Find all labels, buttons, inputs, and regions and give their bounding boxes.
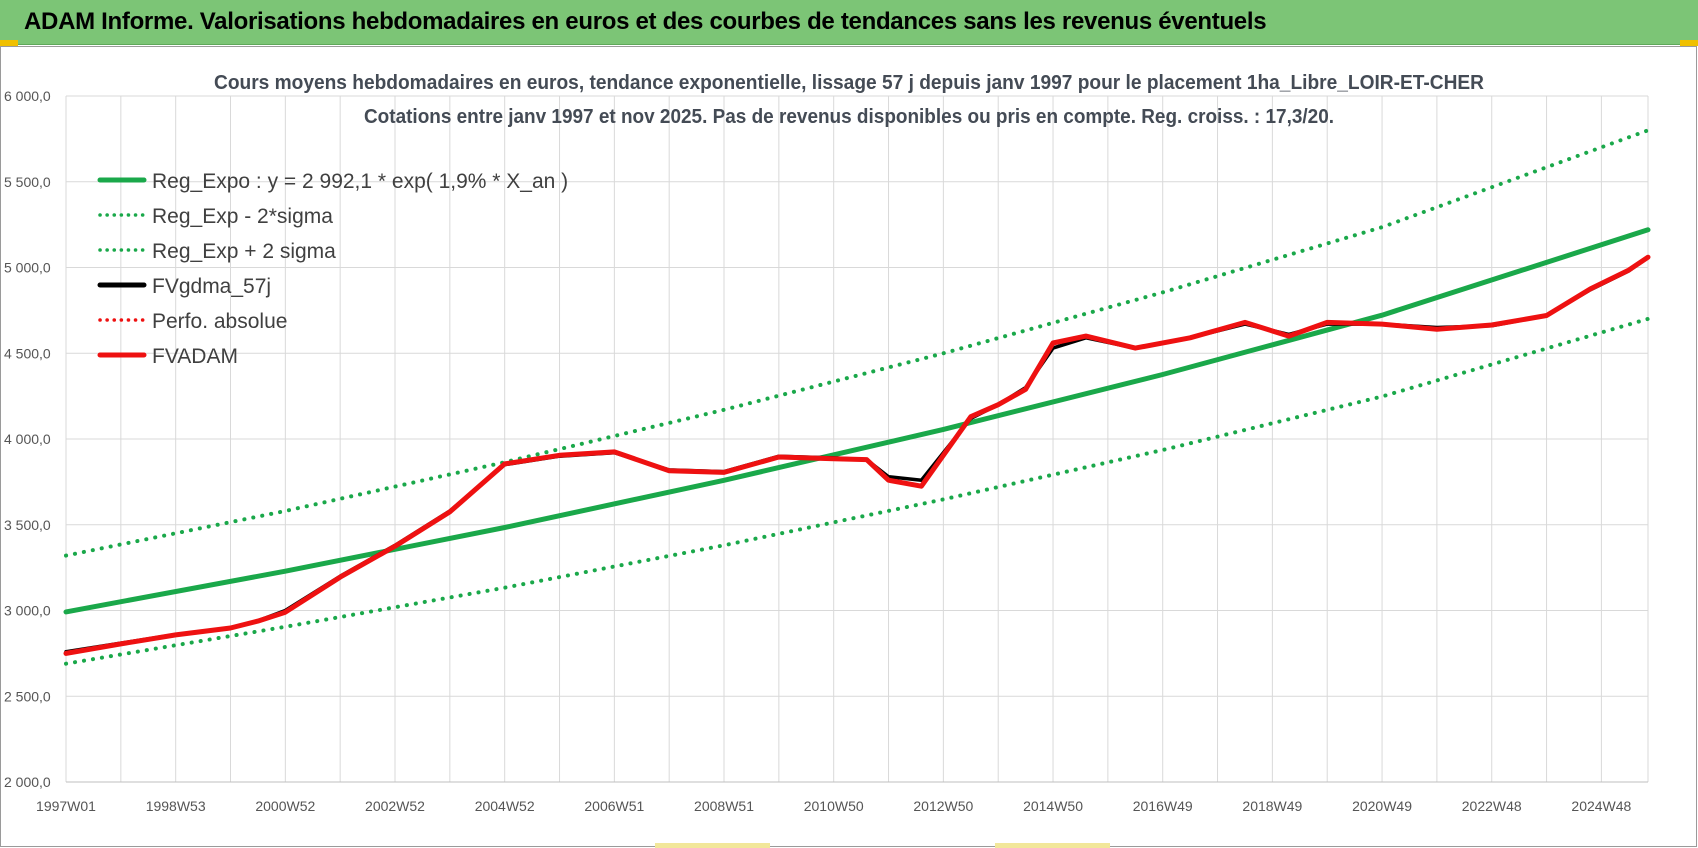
x-tick-label: 1998W53 — [146, 798, 206, 814]
y-tick-label: 2 500,0 — [4, 688, 51, 704]
y-axis-ticks: 2 000,0 2 500,0 3 000,0 3 500,0 4 000,0 4 500… — [4, 88, 51, 790]
sheet-tab-indicator — [655, 843, 770, 848]
series-line-0 — [63, 227, 1651, 615]
report-title: ADAM Informe. Valorisations hebdomadaire… — [24, 8, 1267, 35]
series-line-3 — [64, 255, 1650, 654]
y-tick-label: 5 000,0 — [4, 260, 51, 276]
chart-title: Cours moyens hebdomadaires en euros, ten… — [214, 72, 1485, 94]
y-tick-label: 4 000,0 — [4, 431, 51, 447]
legend-label: Perfo. absolue — [152, 310, 287, 333]
x-tick-label: 2012W50 — [913, 798, 973, 814]
x-tick-label: 2024W48 — [1571, 798, 1631, 814]
corner-marker-right — [1680, 40, 1698, 46]
x-tick-label: 2002W52 — [365, 798, 425, 814]
y-tick-label: 4 500,0 — [4, 345, 51, 361]
y-tick-label: 2 000,0 — [4, 774, 51, 790]
x-tick-label: 2000W52 — [255, 798, 315, 814]
x-axis-ticks: 1997W01 1998W53 2000W52 2002W52 2004W52 2006W… — [36, 798, 1632, 814]
series-line-2 — [64, 128, 1650, 558]
x-tick-label: 2018W49 — [1242, 798, 1302, 814]
x-tick-label: 2014W50 — [1023, 798, 1083, 814]
chart-frame — [0, 46, 1697, 847]
legend-label: Reg_Exp + 2 sigma — [152, 240, 336, 263]
report-banner: ADAM Informe. Valorisations hebdomadaire… — [0, 0, 1698, 45]
x-tick-label: 2008W51 — [694, 798, 754, 814]
x-tick-label: 2020W49 — [1352, 798, 1412, 814]
legend-label: FVgdma_57j — [152, 275, 271, 298]
sheet-tab-indicator — [995, 843, 1110, 848]
y-tick-label: 3 000,0 — [4, 603, 51, 619]
x-tick-label: 2022W48 — [1462, 798, 1522, 814]
series-line-1 — [64, 316, 1650, 666]
x-tick-label: 1997W01 — [36, 798, 96, 814]
legend-label: Reg_Expo : y = 2 992,1 * exp( 1,9% * X_a… — [152, 170, 568, 193]
x-tick-label: 2004W52 — [475, 798, 535, 814]
y-tick-label: 3 500,0 — [4, 517, 51, 533]
chart-legend: Reg_Expo : y = 2 992,1 * exp( 1,9% * X_a… — [97, 170, 568, 368]
series-lines — [63, 128, 1651, 666]
chart-subtitle: Cotations entre janv 1997 et nov 2025. P… — [364, 106, 1334, 128]
y-tick-label: 6 000,0 — [4, 88, 51, 104]
corner-marker-left — [0, 40, 18, 46]
x-tick-label: 2010W50 — [804, 798, 864, 814]
x-tick-label: 2016W49 — [1133, 798, 1193, 814]
grid-lines — [65, 95, 1649, 783]
legend-label: FVADAM — [152, 345, 238, 368]
y-tick-label: 5 500,0 — [4, 174, 51, 190]
x-tick-label: 2006W51 — [584, 798, 644, 814]
legend-label: Reg_Exp - 2*sigma — [152, 205, 333, 228]
series-line-5 — [63, 254, 1651, 656]
